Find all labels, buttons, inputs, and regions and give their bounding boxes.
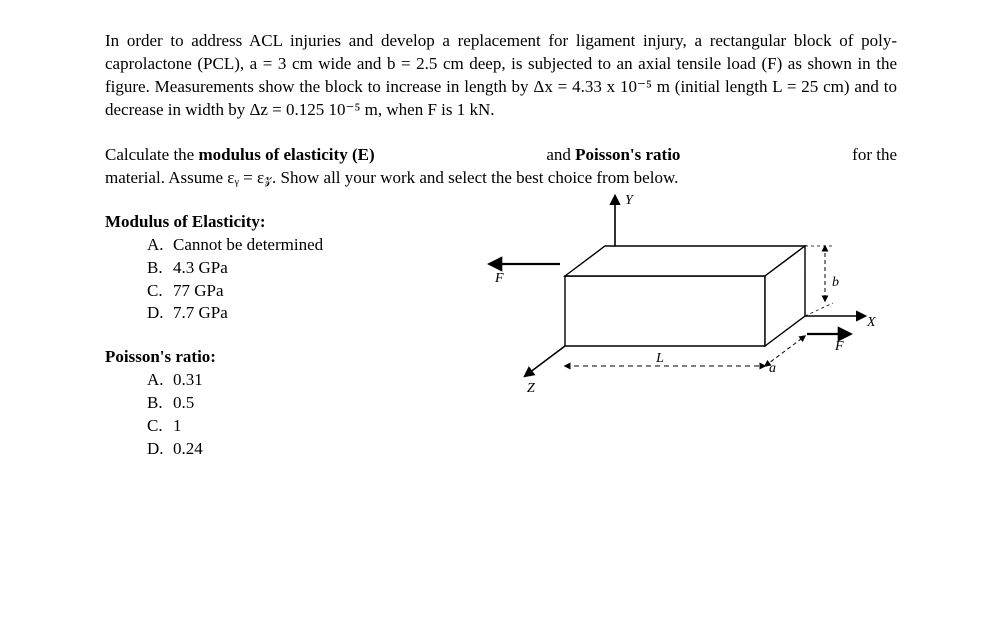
list-item: B.4.3 GPa (147, 257, 425, 280)
opt-letter: A. (147, 369, 173, 392)
q-seg1-pre: Calculate the (105, 145, 198, 164)
force-label-left: F (494, 271, 504, 286)
opt-letter: D. (147, 302, 173, 325)
opt-text: 1 (173, 415, 182, 438)
opt-letter: C. (147, 415, 173, 438)
opt-letter: C. (147, 280, 173, 303)
dim-a-label: a (769, 361, 776, 376)
modulus-heading: Modulus of Elasticity: (105, 212, 425, 232)
box-front-face (565, 276, 765, 346)
list-item: A.0.31 (147, 369, 425, 392)
opt-letter: B. (147, 257, 173, 280)
opt-letter: B. (147, 392, 173, 415)
opt-letter: A. (147, 234, 173, 257)
q-seg2-bold: Poisson's ratio (575, 145, 680, 164)
dim-b-label: b (832, 275, 839, 290)
z-axis (525, 346, 565, 376)
opt-text: 77 GPa (173, 280, 224, 303)
q-seg2-pre: and (546, 145, 575, 164)
opt-text: 0.31 (173, 369, 203, 392)
opt-text: 0.24 (173, 438, 203, 461)
dim-l-label: L (655, 351, 664, 366)
opt-text: 7.7 GPa (173, 302, 228, 325)
opt-text: Cannot be determined (173, 234, 323, 257)
opt-text: 0.5 (173, 392, 194, 415)
axis-label-z: Z (527, 381, 535, 396)
box-top-face (565, 246, 805, 276)
axis-label-x: X (866, 315, 876, 330)
modulus-options: A.Cannot be determined B.4.3 GPa C.77 GP… (105, 234, 425, 326)
poisson-options: A.0.31 B.0.5 C.1 D.0.24 (105, 369, 425, 461)
q-seg1-bold: modulus of elasticity (E) (198, 145, 374, 164)
list-item: D.0.24 (147, 438, 425, 461)
ext-line-bot (805, 303, 833, 316)
axis-label-y: Y (625, 193, 635, 208)
opt-text: 4.3 GPa (173, 257, 228, 280)
list-item: C.1 (147, 415, 425, 438)
list-item: C.77 GPa (147, 280, 425, 303)
poisson-heading: Poisson's ratio: (105, 347, 425, 367)
list-item: B.0.5 (147, 392, 425, 415)
list-item: D.7.7 GPa (147, 302, 425, 325)
block-diagram: Y X Z F F L a b (435, 186, 905, 466)
list-item: A.Cannot be determined (147, 234, 425, 257)
force-label-right: F (834, 339, 844, 354)
question-prompt: Calculate the modulus of elasticity (E) … (105, 144, 897, 190)
q-seg3: for the (852, 144, 897, 167)
problem-statement: In order to address ACL injuries and dev… (105, 30, 897, 122)
opt-letter: D. (147, 438, 173, 461)
